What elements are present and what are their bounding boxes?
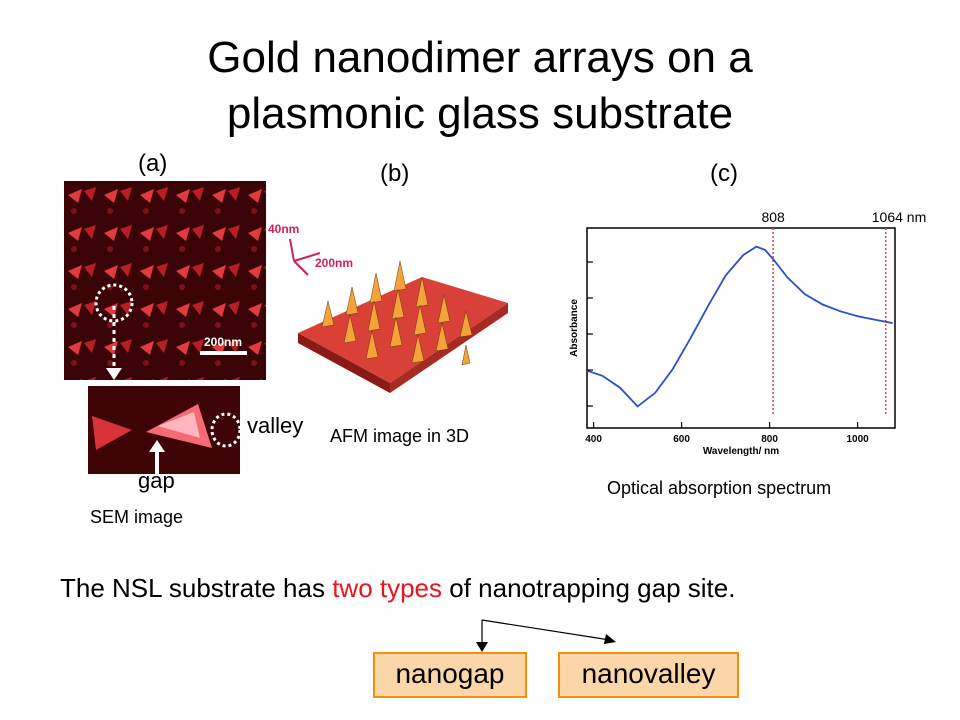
panel-b-letter: (b) [380,160,410,187]
title-line-1: Gold nanodimer arrays on a [207,33,753,82]
x-axis-label: Wavelength/ nm [703,446,779,457]
panel-a-letter: (a) [138,150,168,177]
sentence-post: of nanotrapping gap site. [442,573,736,603]
y-axis-label: Absorbance [569,299,580,357]
ref-line-label-808: 808 [761,209,785,225]
afm-caption: AFM image in 3D [330,426,470,446]
series-line [586,245,893,408]
branch-arrows [476,619,616,652]
gap-arrow [149,440,165,474]
x-axis-ticks: 400 600 800 1000 [585,422,869,445]
x-tick-label: 1000 [846,434,869,445]
nsl-sentence: The NSL substrate has two types of nanot… [60,573,735,604]
chart-plot-area [586,227,896,429]
sem-image: 200nm [64,181,266,380]
x-tick-label: 600 [673,434,690,445]
gap-label: gap [138,468,175,493]
panel-c-letter: (c) [710,160,738,187]
sem-caption: SEM image [90,507,184,527]
afm-surface [298,277,508,383]
spectrum-caption: Optical absorption spectrum [607,478,832,498]
sem-highlight-circle [94,283,134,323]
nanovalley-box: nanovalley [558,652,739,698]
sentence-pre: The NSL substrate has [60,573,333,603]
absorption-chart: 808 1064 nm 400 600 800 1000 Absorbance Wav… [569,209,926,457]
valley-label: valley [247,413,304,438]
nanogap-box: nanogap [373,652,527,698]
ref-line-label-1064: 1064 nm [872,209,926,225]
sentence-highlight: two types [332,573,443,603]
sem-zoom-image [88,386,240,474]
afm-axis-xy-label: 200nm [315,256,353,270]
y-axis-ticks [587,261,593,407]
afm-axes-icon [289,238,321,276]
slide-title: Gold nanodimer arrays on a plasmonic gla… [0,30,960,142]
sem-scale-label: 200nm [204,335,242,349]
title-line-2: plasmonic glass substrate [226,89,734,138]
zoom-arrow [106,306,122,380]
x-tick-label: 400 [585,434,602,445]
afm-image: 40nm 200nm [268,222,508,393]
afm-axis-z-label: 40nm [268,222,299,236]
x-tick-label: 800 [761,434,778,445]
